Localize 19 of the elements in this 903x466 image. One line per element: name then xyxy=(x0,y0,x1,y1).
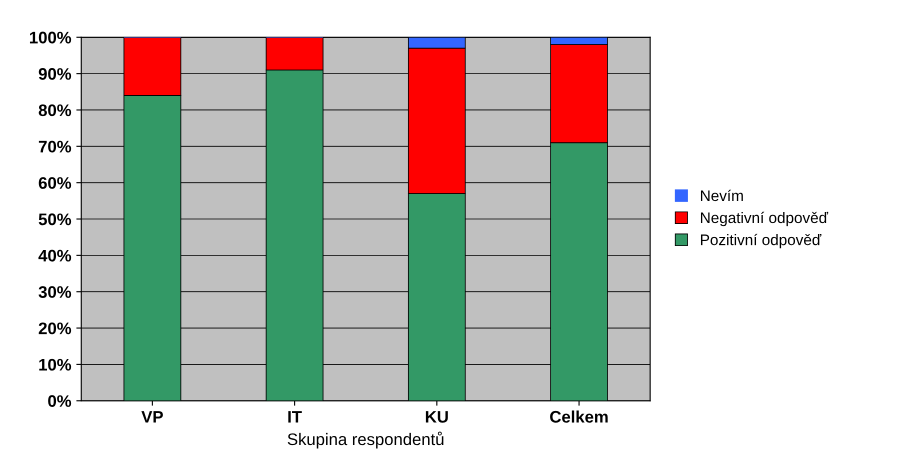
y-tick-label: 80% xyxy=(38,104,72,116)
legend-label: Negativní odpověď xyxy=(700,212,828,226)
x-tick-label: VP xyxy=(141,411,163,423)
x-tick-label: Celkem xyxy=(550,410,608,423)
y-tick-label: 0% xyxy=(48,395,72,407)
y-tick-label: 20% xyxy=(38,322,72,334)
x-axis-title: Skupina respondentů xyxy=(288,432,444,448)
y-tick-label: 90% xyxy=(38,68,72,80)
legend-label: Nevím xyxy=(700,190,743,202)
y-tick-label: 100% xyxy=(30,32,72,44)
y-tick-label: 10% xyxy=(39,358,72,371)
y-tick-label: 70% xyxy=(38,140,72,153)
y-tick-label: 30% xyxy=(38,286,72,298)
y-tick-label: 60% xyxy=(38,177,72,189)
x-tick-label: IT xyxy=(288,411,302,423)
y-tick-label: 40% xyxy=(38,250,72,262)
x-tick-label: KU xyxy=(426,411,448,423)
legend-label: Pozitivní odpověď xyxy=(700,234,822,248)
y-tick-label: 50% xyxy=(38,213,72,226)
